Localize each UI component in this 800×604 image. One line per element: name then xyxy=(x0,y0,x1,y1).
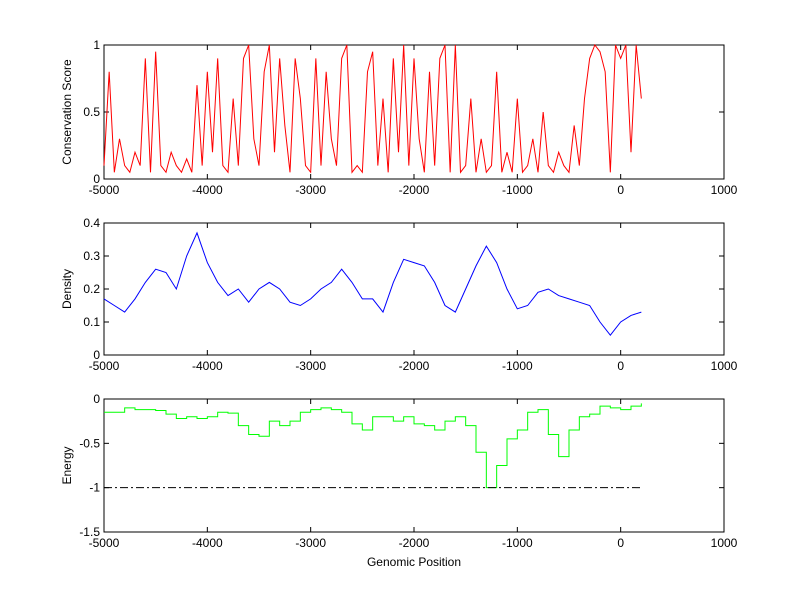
y-tick-label: 0 xyxy=(93,348,100,362)
y-axis-label: Density xyxy=(60,269,74,309)
x-tick-label: -2000 xyxy=(399,359,430,373)
x-tick-label: -1000 xyxy=(502,183,533,197)
y-tick-label: 0 xyxy=(93,392,100,406)
x-tick-label: -2000 xyxy=(399,183,430,197)
x-tick-label: 0 xyxy=(617,359,624,373)
x-tick-label: -4000 xyxy=(192,183,223,197)
y-tick-label: -1.5 xyxy=(79,525,100,539)
y-tick-label: -1 xyxy=(89,481,100,495)
x-tick-label: 1000 xyxy=(711,536,738,550)
y-tick-label: 0.3 xyxy=(83,249,100,263)
x-tick-label: -3000 xyxy=(295,536,326,550)
subplot-3: -5000 -4000 -3000 -2000 -1000 0 1000 -1.5 -1 -0.5… xyxy=(60,392,738,569)
x-tick-label: -1000 xyxy=(502,359,533,373)
y-tick-label: 0.1 xyxy=(83,315,100,329)
subplot-1: -5000 -4000 -3000 -2000 -1000 0 1000 0 0.5 1 Conse… xyxy=(60,38,738,197)
y-axis-label: Energy xyxy=(60,446,74,484)
series-line xyxy=(103,43,642,174)
y-axis-label: Conservation Score xyxy=(60,59,74,165)
y-tick-label: 1 xyxy=(93,38,100,52)
x-axis-label: Genomic Position xyxy=(367,555,461,569)
x-tick-label: -2000 xyxy=(399,536,430,550)
x-tick-label: 1000 xyxy=(711,359,738,373)
y-tick-label: 0.4 xyxy=(83,216,100,230)
axes-box xyxy=(103,222,725,356)
x-tick-label: 0 xyxy=(617,536,624,550)
y-tick-label: 0 xyxy=(93,172,100,186)
x-tick-label: -5000 xyxy=(89,183,120,197)
x-tick-label: 1000 xyxy=(711,183,738,197)
x-tick-label: -1000 xyxy=(502,536,533,550)
x-tick-label: -3000 xyxy=(295,183,326,197)
y-tick-label: 0.5 xyxy=(83,105,100,119)
series-line xyxy=(104,403,642,489)
subplot-2: -5000 -4000 -3000 -2000 -1000 0 1000 0 0.1 0.2 0.3… xyxy=(60,216,738,373)
x-tick-label: -5000 xyxy=(89,359,120,373)
x-tick-label: -5000 xyxy=(89,536,120,550)
y-tick-label: 0.2 xyxy=(83,282,100,296)
x-tick-label: 0 xyxy=(617,183,624,197)
series-line xyxy=(103,231,642,337)
y-tick-label: -0.5 xyxy=(79,436,100,450)
x-tick-label: -3000 xyxy=(295,359,326,373)
x-tick-label: -4000 xyxy=(192,536,223,550)
x-tick-label: -4000 xyxy=(192,359,223,373)
